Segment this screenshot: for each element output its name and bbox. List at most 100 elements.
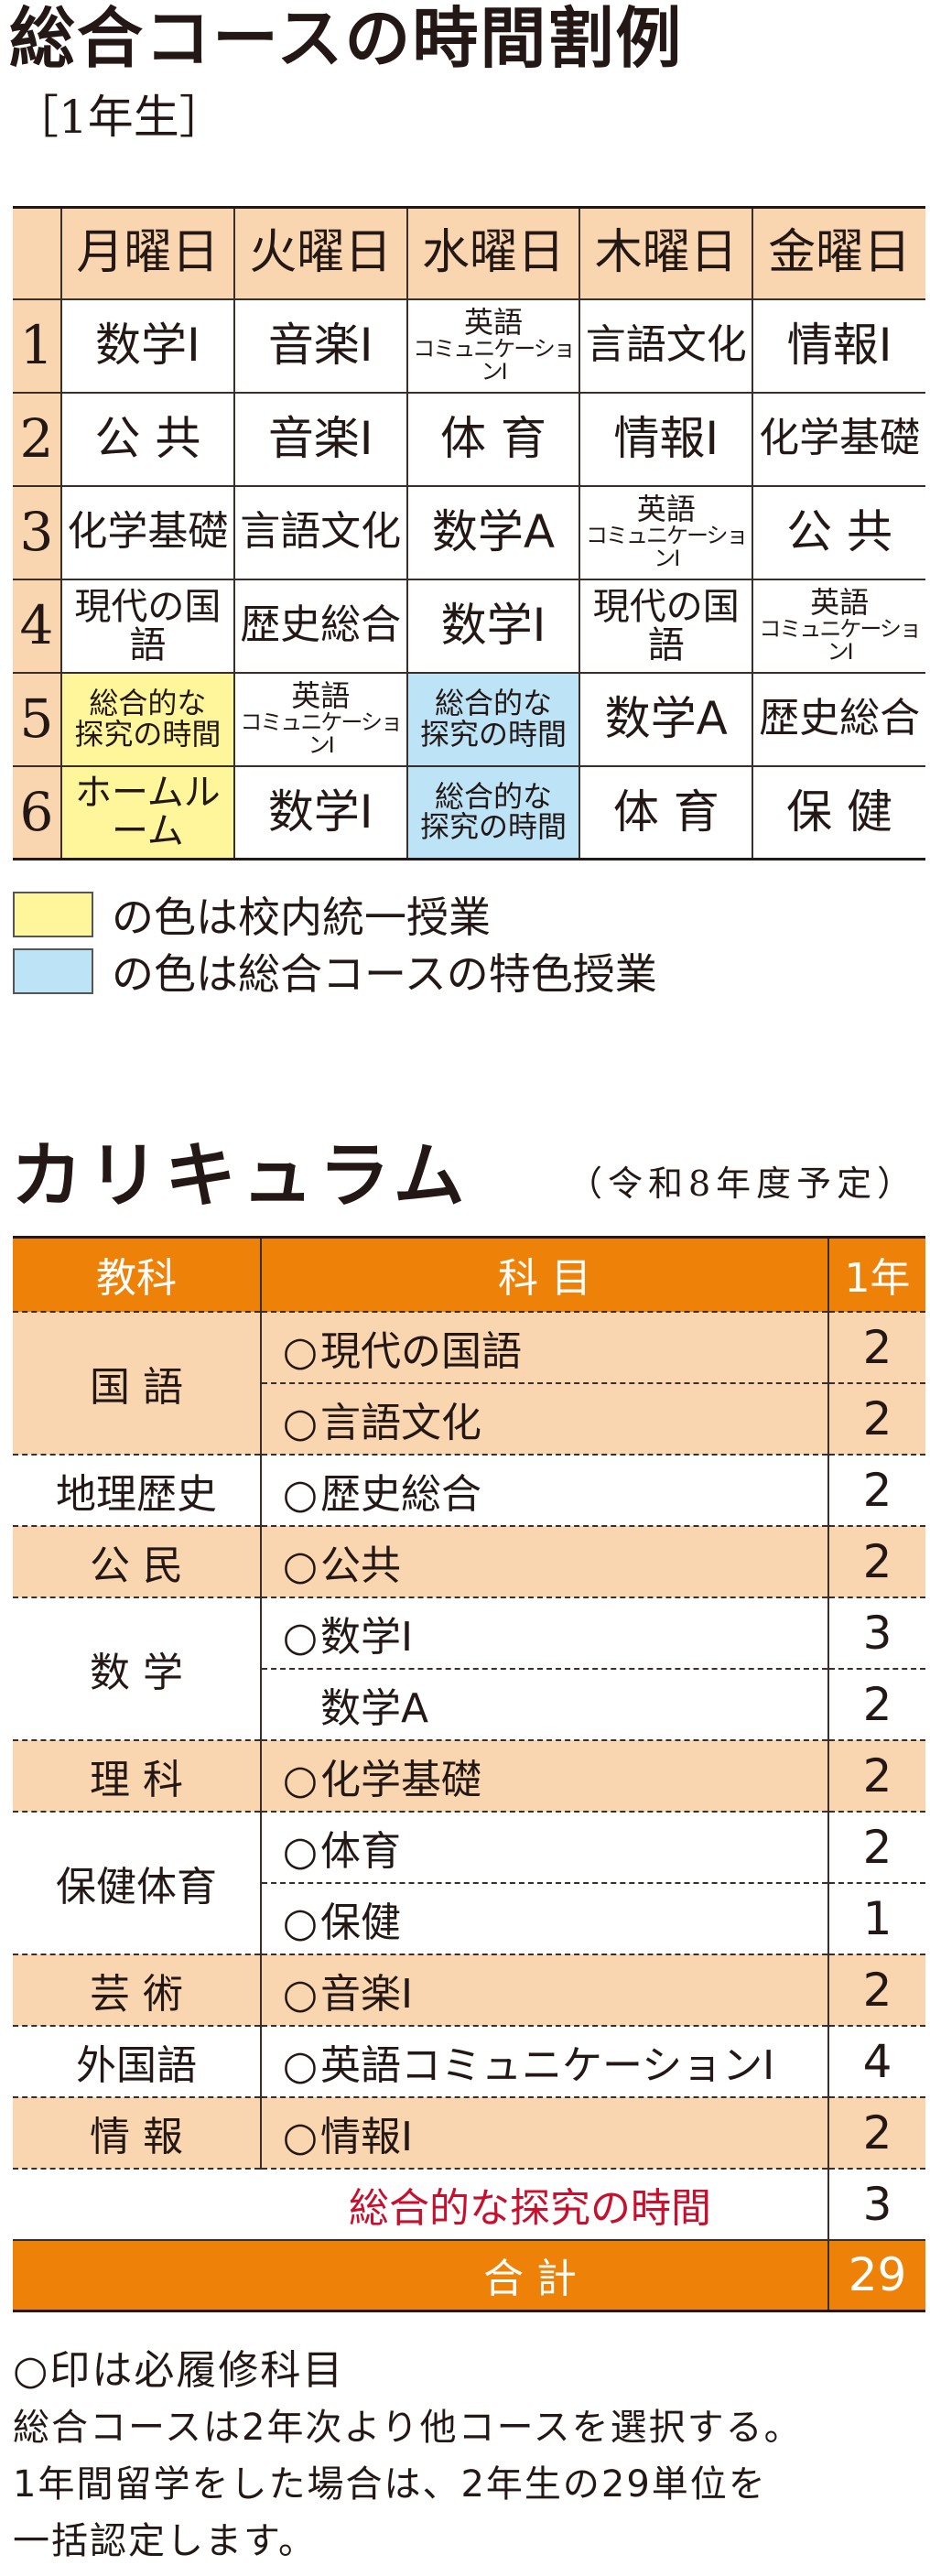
subject-cell: ○歴史総合 [261,1454,829,1527]
curriculum-row: 理 科 ○化学基礎 2 [13,1739,925,1813]
class-cell: 音楽Ⅰ [232,391,408,487]
credits-cell: 2 [828,1811,925,1884]
subject-name: 数学Ⅰ [320,1613,413,1661]
curriculum-row: 情 報 ○情報Ⅰ 2 [13,2096,925,2170]
class-line: 英語 [291,677,351,713]
subject-cell: ○言語文化 [261,1382,829,1456]
class-cell: 数学Ⅰ [232,764,408,860]
class-line: コミュニケーションⅠ [413,336,576,385]
class-cell: 英語 コミュニケーションⅠ [579,484,754,580]
class-cell: ホームルーム [60,764,235,860]
class-cell: 英語 コミュニケーションⅠ [406,298,581,394]
class-name: 言語文化 [585,321,747,369]
class-cell: 総合的な 探究の時間 [406,671,581,767]
class-name: 体 育 [612,785,719,839]
note-line: 一括認定します。 [13,2520,317,2562]
legend-text: の色は校内統一授業 [112,893,491,942]
class-cell: 総合的な 探究の時間 [406,764,581,860]
day-header: 水曜日 [406,206,581,300]
subject-name: 言語文化 [320,1399,481,1446]
class-name: 化学基礎 [67,508,229,556]
subject-cell: 数学A [261,1668,829,1741]
class-line: コミュニケーションⅠ [586,523,749,572]
total-credits: 29 [828,2238,925,2312]
curriculum-note: （令和8年度予定） [568,1164,918,1204]
credits-cell: 1 [828,1882,925,1955]
class-cell: 音楽Ⅰ [232,298,408,394]
class-name: 音楽Ⅰ [267,412,373,466]
timetable: 月曜日 火曜日 水曜日 木曜日 金曜日 1 数学Ⅰ 音楽Ⅰ 英語 コミュニケーションⅠ 言語文化 情報… [13,206,925,860]
credits-cell: 2 [828,1382,925,1456]
class-line: 探究の時間 [419,716,567,752]
subject-name: 歴史総合 [320,1470,481,1518]
category-cell: 芸 術 [13,1954,262,2027]
subject-cell: ○音楽Ⅰ [261,1954,829,2027]
required-mark: ○ [282,1827,319,1875]
class-cell: 歴史総合 [232,578,408,674]
curriculum-row: 公 民 ○公共 2 [13,1525,925,1598]
subject-cell: ○体育 [261,1811,829,1884]
period-number: 4 [13,578,62,674]
legend-text: の色は総合コースの特色授業 [112,949,657,999]
category-cell: 保健体育 [13,1811,262,1955]
subject-name: 化学基礎 [320,1756,481,1803]
class-cell: 言語文化 [579,298,754,394]
total-row: 合 計 29 [13,2238,925,2312]
header-credits: 1年 [828,1236,925,1313]
period-row: 4 現代の国語 歴史総合 数学Ⅰ 現代の国語 英語 コミュニケーションⅠ [13,578,925,674]
class-name: 体 育 [440,412,546,466]
class-cell: 体 育 [406,391,581,487]
curriculum-table: 教科科 目 1年国 語 ○現代の国語 2 ○言語文化 2 地理歴史 ○歴史総合 2 公 民 ○公共 2… [13,1236,925,2312]
class-cell: 数学A [406,484,581,580]
credits-cell: 2 [828,1311,925,1384]
class-line: コミュニケーションⅠ [759,616,922,666]
class-name: 数学Ⅰ [440,599,546,653]
class-name: 数学A [431,505,556,559]
curriculum-row: 保健体育 ○体育 2 [13,1811,925,1955]
subject-name: 現代の国語 [320,1327,522,1375]
period-number: 6 [13,764,62,860]
day-header: 月曜日 [60,206,235,300]
category-cell: 理 科 [13,1739,262,1813]
required-mark: ○ [282,2113,319,2160]
curriculum-row: 国 語 ○現代の国語 2 [13,1311,925,1456]
class-name: 言語文化 [240,508,402,556]
class-cell: 情報Ⅰ [752,298,925,394]
curriculum-row: ○保健 1 [13,1882,925,1955]
period-row: 1 数学Ⅰ 音楽Ⅰ 英語 コミュニケーションⅠ 言語文化 情報Ⅰ [13,298,925,394]
class-cell: 数学Ⅰ [60,298,235,394]
category-cell: 公 民 [13,1525,262,1598]
legend-item: の色は総合コースの特色授業 [13,941,657,1001]
credits-cell: 2 [828,1525,925,1598]
subject-name: 英語コミュニケーションⅠ [320,2041,775,2089]
class-line: コミュニケーションⅠ [240,709,403,759]
category-cell: 数 学 [13,1596,262,1741]
class-cell: 化学基礎 [60,484,235,580]
period-number: 5 [13,671,62,767]
required-mark: ○ [282,1399,319,1446]
subject-cell: ○数学Ⅰ [261,1596,829,1670]
note-line: ○印は必履修科目 [13,2347,345,2394]
subject-name: 保健 [320,1899,401,1946]
required-mark: ○ [282,1970,319,2018]
timetable-title: 総合コースの時間割例 [9,0,684,77]
day-header: 火曜日 [232,206,408,300]
class-name: 現代の国語 [74,585,222,666]
class-cell: 保 健 [752,764,925,860]
grade-label: ［1年生］ [13,91,225,144]
curriculum-row: 数 学 ○数学Ⅰ 3 [13,1596,925,1741]
class-cell: 歴史総合 [752,671,925,767]
legend-swatch [13,948,93,994]
required-mark: ○ [282,1613,319,1661]
class-cell: 総合的な 探究の時間 [60,671,235,767]
class-name: 音楽Ⅰ [267,319,373,373]
inquiry-row: 総合的な探究の時間 3 [13,2168,925,2241]
period-row: 5 総合的な 探究の時間 英語 コミュニケーションⅠ 総合的な 探究の時間 数学A 歴史総合 [13,671,925,767]
class-name: ホームルーム [74,772,221,853]
required-mark: ○ [282,1470,319,1518]
class-name: 公 共 [94,412,201,466]
curriculum-row: 数学A 2 [13,1668,925,1741]
class-cell: 化学基礎 [752,391,925,487]
subject-cell: ○公共 [261,1525,829,1598]
period-row: 3 化学基礎 言語文化 数学A 英語 コミュニケーションⅠ 公 共 [13,484,925,580]
